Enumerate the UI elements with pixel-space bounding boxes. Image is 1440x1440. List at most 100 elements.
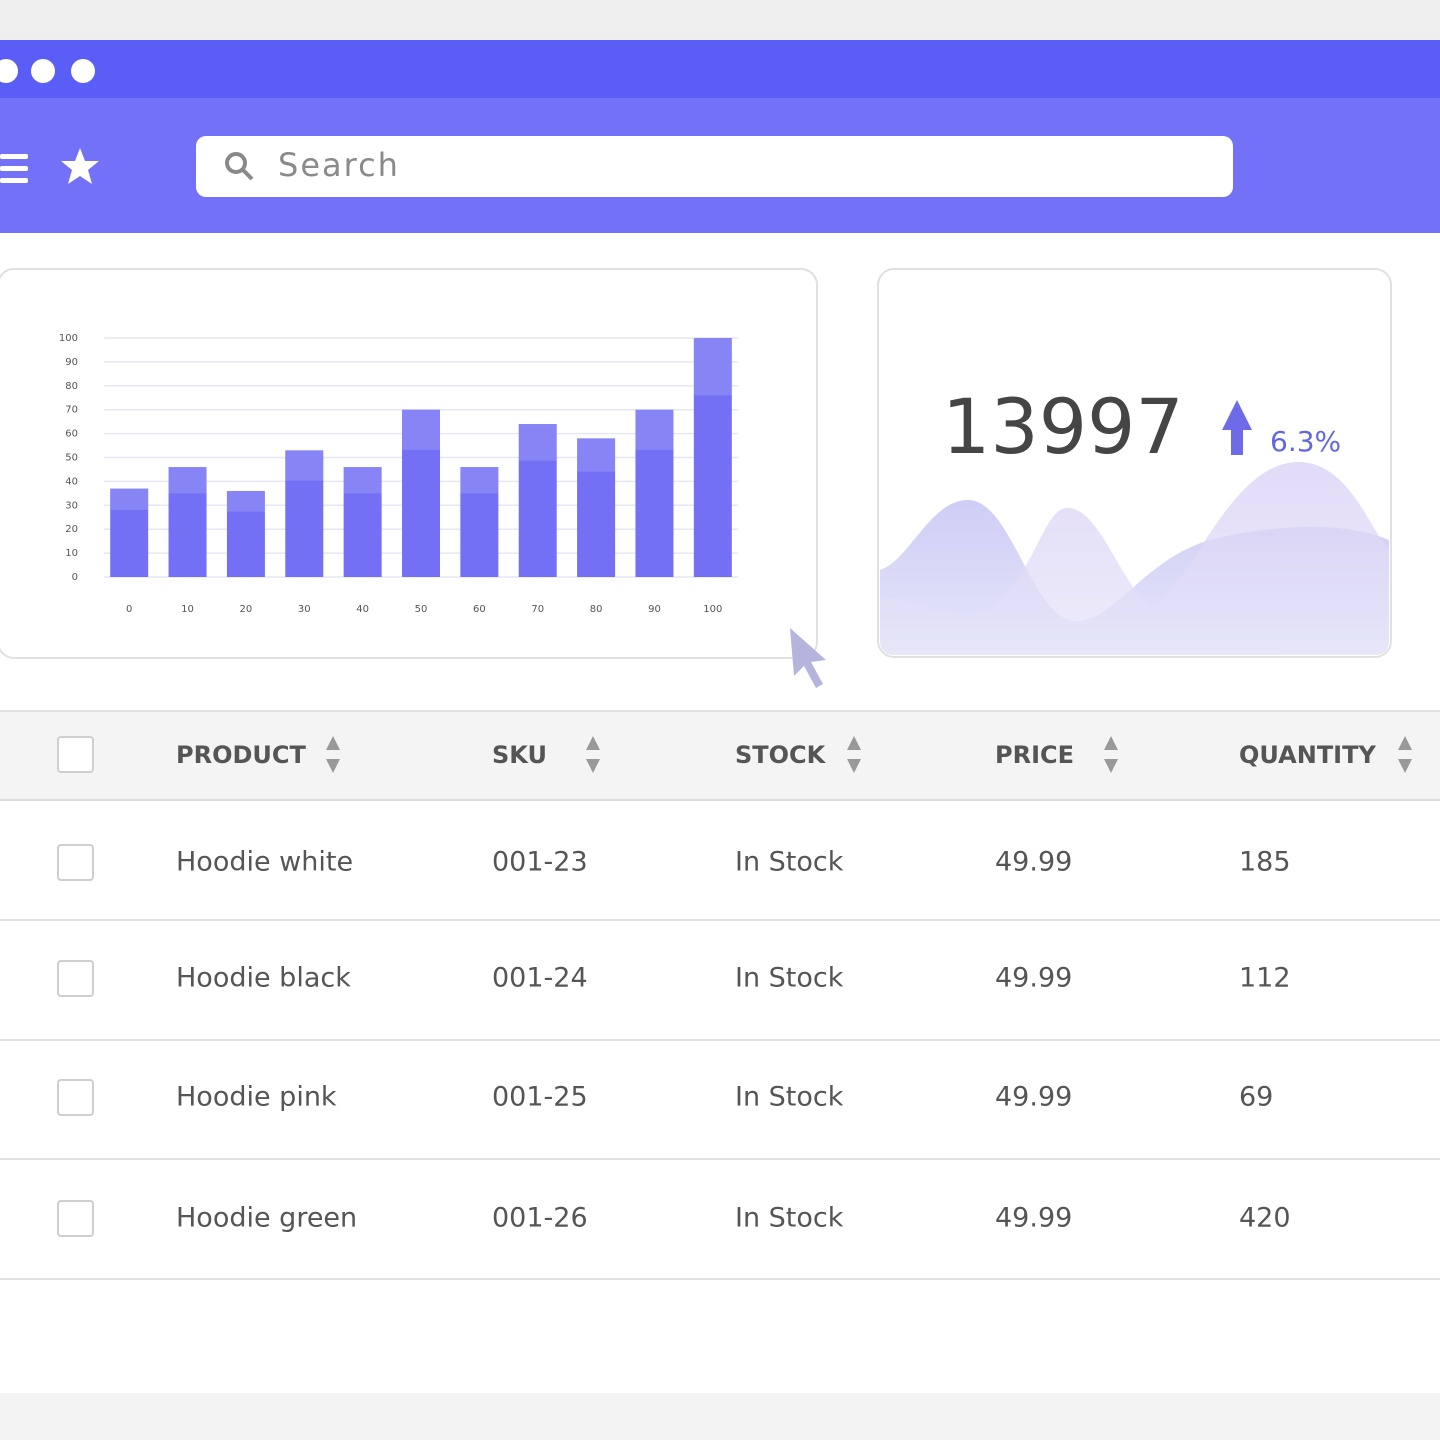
y-tick-label: 0 bbox=[72, 572, 78, 583]
column-header: STOCK bbox=[735, 741, 827, 769]
select-all-checkbox[interactable] bbox=[57, 736, 94, 773]
window-dot[interactable] bbox=[0, 59, 18, 83]
y-tick-label: 30 bbox=[65, 500, 78, 511]
bottom-margin bbox=[0, 1393, 1440, 1440]
stat-value: 13997 bbox=[942, 382, 1184, 471]
bar-highlight bbox=[460, 467, 499, 494]
stat-change: 6.3% bbox=[1270, 425, 1341, 458]
bar bbox=[402, 409, 440, 577]
table-cell: In Stock bbox=[735, 963, 844, 994]
table-cell: In Stock bbox=[735, 847, 844, 878]
bar-highlight bbox=[110, 488, 149, 510]
x-tick-label: 0 bbox=[126, 604, 132, 615]
table-cell: 001-24 bbox=[492, 963, 588, 994]
x-tick-label: 90 bbox=[648, 604, 661, 615]
row-checkbox[interactable] bbox=[57, 1079, 94, 1116]
table-cell: 49.99 bbox=[995, 847, 1072, 878]
table-cell: 420 bbox=[1239, 1203, 1291, 1234]
table-cell: 112 bbox=[1239, 963, 1291, 994]
bar-highlight bbox=[285, 450, 324, 481]
bar-highlight bbox=[226, 490, 265, 512]
y-tick-label: 70 bbox=[65, 405, 78, 416]
area-shape bbox=[880, 461, 1389, 655]
table-cell: 185 bbox=[1239, 847, 1291, 878]
column-header: PRICE bbox=[995, 741, 1074, 769]
sort-toggle[interactable] bbox=[326, 736, 340, 773]
table: PRODUCT SKU STOCK PRICE QUANTITY Hoodie white… bbox=[0, 736, 1440, 1280]
table-cell: 49.99 bbox=[995, 1203, 1072, 1234]
x-tick-label: 70 bbox=[531, 604, 544, 615]
bar bbox=[518, 424, 557, 577]
sort-toggle[interactable] bbox=[586, 736, 600, 773]
search-box[interactable] bbox=[196, 136, 1233, 197]
bar-chart: 0 10 20 30 40 50 60 70 80 90 100 0 10 20 30 40 50 60 70 80 9… bbox=[59, 333, 738, 615]
table-cell: 001-25 bbox=[492, 1082, 588, 1113]
bar-highlight bbox=[577, 438, 616, 472]
y-tick-label: 50 bbox=[65, 453, 78, 464]
column-header: QUANTITY bbox=[1239, 741, 1376, 769]
x-tick-label: 30 bbox=[298, 604, 311, 615]
row-checkbox[interactable] bbox=[57, 844, 94, 881]
sort-toggle[interactable] bbox=[847, 736, 861, 773]
x-tick-label: 100 bbox=[703, 604, 722, 615]
search-placeholder: Search bbox=[278, 146, 400, 184]
table-cell: In Stock bbox=[735, 1203, 844, 1234]
column-header: PRODUCT bbox=[176, 741, 306, 769]
table-cell: 49.99 bbox=[995, 963, 1072, 994]
row-checkbox[interactable] bbox=[57, 960, 94, 997]
x-tick-label: 80 bbox=[590, 604, 603, 615]
top-margin bbox=[0, 0, 1440, 40]
table-cell: 001-23 bbox=[492, 847, 588, 878]
x-tick-label: 50 bbox=[415, 604, 428, 615]
up-arrow bbox=[1222, 400, 1252, 455]
bar bbox=[577, 438, 616, 577]
bar bbox=[343, 467, 382, 577]
menu-icon[interactable] bbox=[0, 154, 28, 183]
bar bbox=[110, 488, 149, 577]
window-dot[interactable] bbox=[71, 59, 95, 83]
bar-highlight bbox=[343, 467, 382, 494]
x-tick-label: 20 bbox=[240, 604, 253, 615]
y-tick-label: 40 bbox=[65, 476, 78, 487]
bar-highlight bbox=[635, 409, 674, 450]
title-bar bbox=[0, 40, 1440, 98]
window-dot[interactable] bbox=[31, 59, 55, 83]
cursor bbox=[790, 628, 826, 688]
bar-highlight bbox=[168, 467, 207, 494]
bar bbox=[460, 467, 499, 577]
table-cell: In Stock bbox=[735, 1082, 844, 1113]
y-tick-label: 100 bbox=[59, 333, 78, 344]
x-tick-label: 10 bbox=[181, 604, 194, 615]
table-cell: Hoodie pink bbox=[176, 1082, 337, 1113]
table-cell: Hoodie black bbox=[176, 963, 351, 994]
y-tick-label: 80 bbox=[65, 381, 78, 392]
table-cell: 49.99 bbox=[995, 1082, 1072, 1113]
bar bbox=[168, 467, 207, 577]
search-icon bbox=[225, 152, 254, 181]
bar-highlight bbox=[518, 424, 557, 461]
y-tick-label: 20 bbox=[65, 524, 78, 535]
x-tick-label: 60 bbox=[473, 604, 486, 615]
y-tick-label: 60 bbox=[65, 429, 78, 440]
table-cell: Hoodie green bbox=[176, 1203, 357, 1234]
table-cell: 69 bbox=[1239, 1082, 1273, 1113]
column-header: SKU bbox=[492, 741, 547, 769]
y-tick-label: 90 bbox=[65, 357, 78, 368]
table-header bbox=[0, 711, 1440, 800]
table-cell: Hoodie white bbox=[176, 847, 353, 878]
row-checkbox[interactable] bbox=[57, 1200, 94, 1237]
bar bbox=[693, 338, 732, 577]
star-icon[interactable] bbox=[61, 148, 99, 184]
sort-toggle[interactable] bbox=[1104, 736, 1118, 773]
bar bbox=[226, 490, 265, 577]
bar bbox=[635, 409, 674, 577]
bar-highlight bbox=[693, 338, 732, 396]
x-tick-label: 40 bbox=[356, 604, 369, 615]
y-tick-label: 10 bbox=[65, 548, 78, 559]
bar bbox=[285, 450, 324, 577]
table-cell: 001-26 bbox=[492, 1203, 588, 1234]
bar-highlight bbox=[402, 409, 440, 450]
sort-toggle[interactable] bbox=[1398, 736, 1412, 773]
